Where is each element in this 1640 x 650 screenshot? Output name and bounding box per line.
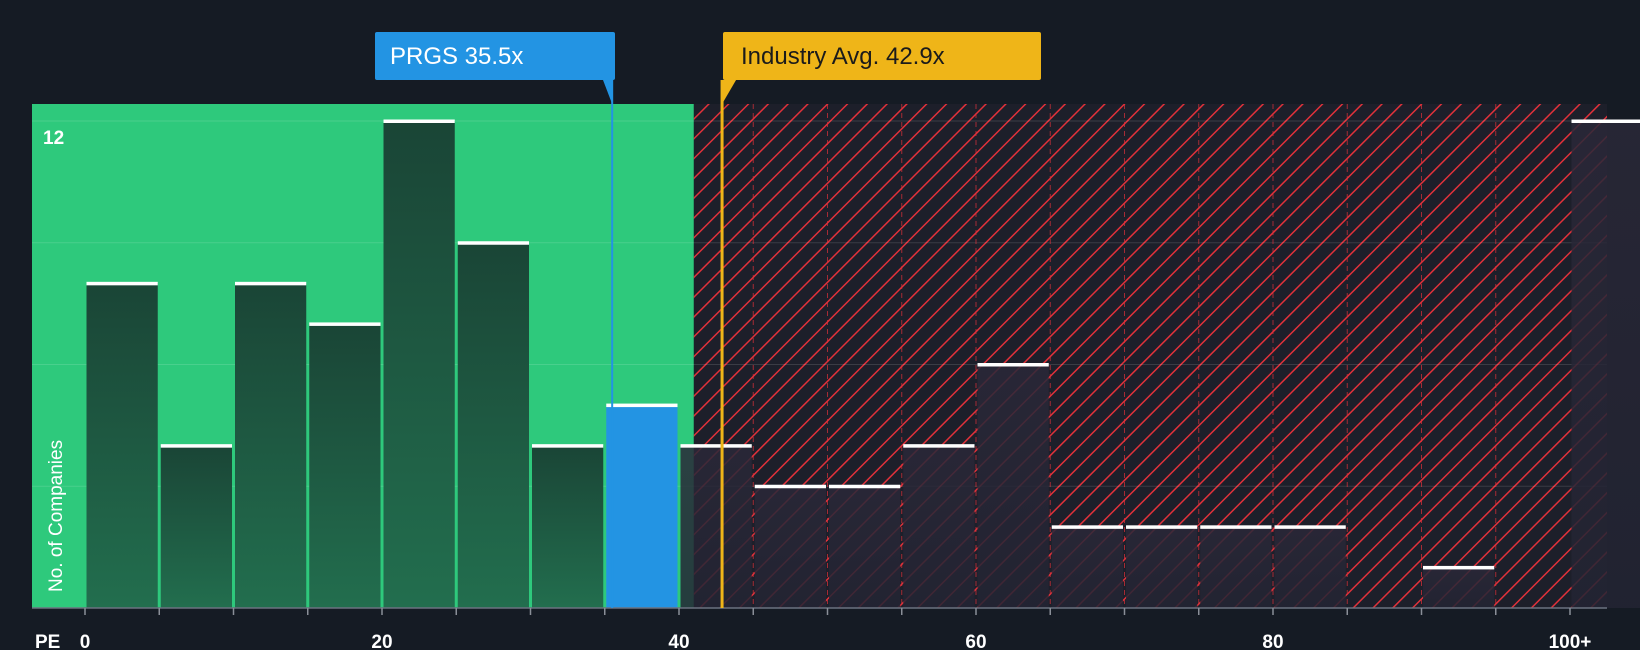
bar-cap	[86, 281, 158, 286]
histogram-bar	[829, 486, 901, 608]
x-axis: 0 20 40 60 80 100+	[32, 607, 1607, 650]
bar-cap	[383, 119, 455, 123]
y-tick-label: 12	[43, 128, 64, 149]
bar-cap	[1126, 525, 1198, 529]
bar-cap	[606, 403, 678, 408]
histogram-bar	[86, 283, 158, 608]
bar-cap	[1274, 525, 1346, 529]
histogram-bar	[1274, 526, 1346, 608]
bar-cap	[532, 444, 604, 448]
marker-pointer	[722, 80, 737, 104]
x-tick-label: 60	[965, 632, 986, 650]
marker-label: Industry Avg. 42.9x	[741, 43, 945, 70]
histogram-bar	[309, 323, 381, 608]
bar-cap	[1571, 119, 1640, 123]
y-axis-label: No. of Companies	[46, 440, 67, 592]
bar-cap	[680, 444, 752, 448]
bar-cap	[309, 322, 381, 326]
x-tick-label: 40	[668, 632, 689, 650]
value-markers: PRGS 35.5x Industry Avg. 42.9x	[375, 32, 1041, 608]
bar-cap	[1423, 565, 1495, 570]
histogram-bar	[1571, 121, 1640, 608]
histogram-bar	[903, 445, 975, 608]
bars	[86, 104, 1640, 608]
bar-cap	[754, 484, 826, 489]
marker-pointer	[603, 80, 613, 104]
histogram-bar	[383, 121, 455, 608]
histogram-bar	[754, 486, 826, 608]
bar-cap	[977, 363, 1049, 367]
histogram-bar	[977, 364, 1049, 608]
bar-cap	[903, 444, 975, 448]
marker-label: PRGS 35.5x	[390, 43, 523, 70]
x-tick-label: 100+	[1549, 632, 1592, 650]
bar-cap	[235, 281, 307, 286]
x-tick-label: 0	[80, 632, 91, 650]
bar-cap	[1200, 525, 1272, 529]
bar-cap	[1051, 525, 1123, 529]
histogram-bar	[1126, 526, 1198, 608]
marker-callout	[723, 32, 1041, 80]
x-tick-label: 20	[371, 632, 392, 650]
histogram-bar	[680, 445, 752, 608]
marker-callout	[375, 32, 615, 80]
histogram-bar	[1200, 526, 1272, 608]
histogram-bar	[160, 445, 232, 608]
histogram-bar	[235, 283, 307, 608]
histogram-bar	[532, 445, 604, 608]
bar-cap	[457, 241, 529, 245]
bar-cap	[160, 444, 232, 448]
x-tick-label: 80	[1262, 632, 1283, 650]
histogram-bar	[1423, 567, 1495, 608]
bar-cap	[829, 484, 901, 489]
histogram-bar	[606, 405, 678, 608]
histogram-bar	[1051, 526, 1123, 608]
x-axis-label: PE	[35, 632, 60, 650]
histogram-bar	[457, 242, 529, 608]
